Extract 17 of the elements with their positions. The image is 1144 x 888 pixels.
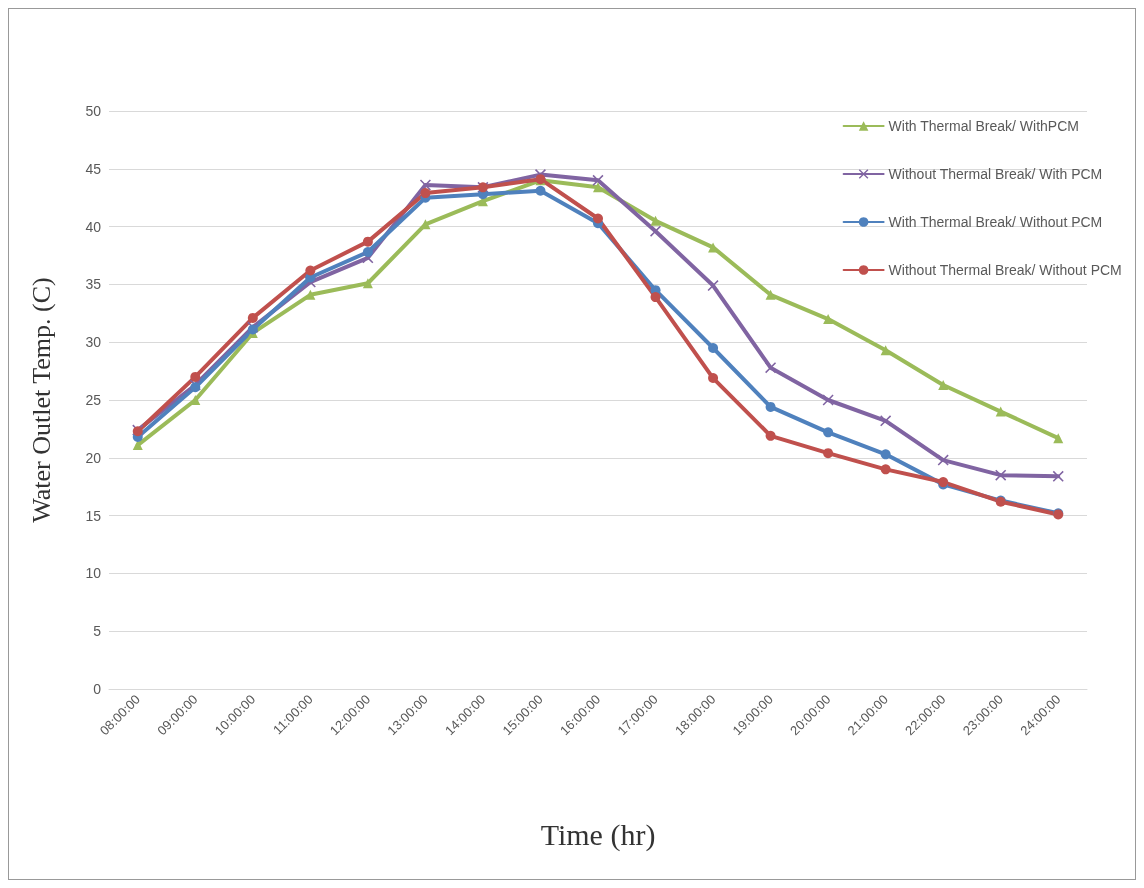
y-tick-label: 30 <box>85 334 102 351</box>
legend-label: With Thermal Break/ WithPCM <box>888 118 1079 134</box>
y-tick-label: 25 <box>85 392 102 408</box>
y-tick-label: 35 <box>85 276 102 293</box>
legend-label: Without Thermal Break/ Without PCM <box>888 262 1122 278</box>
y-tick-label: 15 <box>85 507 102 524</box>
y-tick-label: 5 <box>93 623 102 640</box>
y-tick-label: 20 <box>85 449 102 466</box>
y-tick-label: 40 <box>85 218 102 235</box>
x-axis-title: Time (hr) <box>540 817 656 852</box>
y-tick-label: 10 <box>85 565 102 582</box>
y-axis-title: Water Outlet Temp. (C) <box>26 277 56 523</box>
y-tick-label: 0 <box>93 681 102 697</box>
legend-label: Without Thermal Break/ With PCM <box>888 166 1103 182</box>
legend-label: With Thermal Break/ Without PCM <box>888 214 1103 230</box>
y-tick-label: 50 <box>85 103 102 119</box>
y-tick-label: 45 <box>85 160 102 177</box>
